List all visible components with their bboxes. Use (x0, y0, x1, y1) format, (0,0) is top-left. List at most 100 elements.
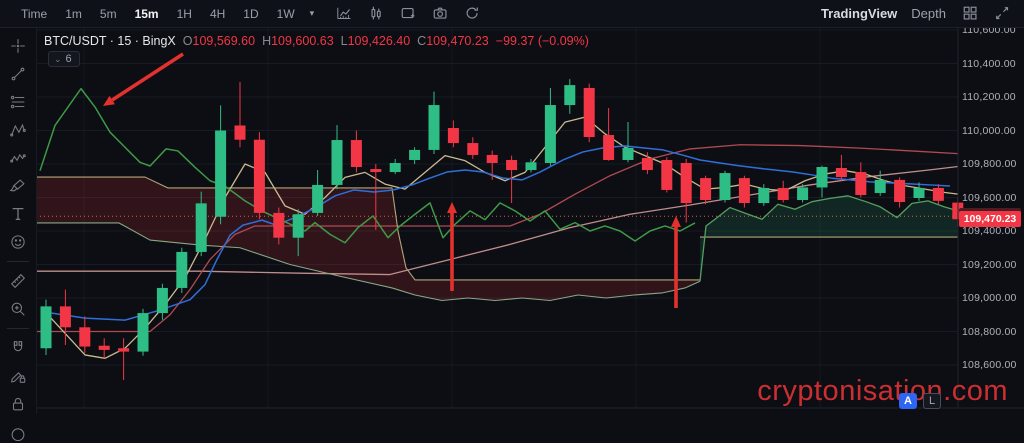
candle-body (59, 306, 71, 328)
candle-body (932, 187, 944, 201)
candle-body (855, 172, 867, 195)
candle-body (719, 173, 731, 201)
tool-hide-icon[interactable] (7, 421, 29, 443)
ohlc-values: O109,569.60 H109,600.63 L109,426.40 C109,47… (176, 34, 489, 48)
toolbar-right-icons (962, 5, 1012, 23)
candle-settings-icon[interactable] (368, 5, 386, 23)
candle-body (894, 179, 906, 203)
indicators-count: 6 (65, 53, 72, 65)
indicator-line-senkou-b1 (36, 176, 700, 281)
candle-body (118, 348, 130, 352)
tool-lock-icon[interactable] (7, 393, 29, 415)
interval-button-1H[interactable]: 1H (176, 6, 192, 21)
interval-button-1D[interactable]: 1D (243, 6, 259, 21)
candle-body (506, 159, 518, 171)
add-panel-icon[interactable] (400, 5, 418, 23)
tool-fib-retracement-icon[interactable] (7, 91, 29, 113)
candle-body (292, 214, 304, 238)
candle-body (312, 184, 324, 213)
log-scale-button[interactable]: L (923, 393, 941, 409)
chart-pane[interactable] (0, 0, 1024, 414)
axis-label: 110,200.00 (962, 91, 1016, 103)
watermark: cryptonisation.com (757, 375, 1008, 407)
drawing-toolbar (0, 28, 37, 441)
time-label[interactable]: Time (21, 6, 48, 21)
tool-ruler-icon[interactable] (7, 270, 29, 292)
tool-zoom-in-icon[interactable] (7, 298, 29, 320)
depth-button[interactable]: Depth (911, 6, 946, 21)
tool-text-icon[interactable] (7, 203, 29, 225)
candle-body (234, 125, 246, 140)
toolbar-right-group: TradingView Depth (821, 5, 1016, 23)
last-price-badge: 109,470.23 (959, 211, 1021, 228)
axis-label: 109,200.00 (962, 258, 1017, 271)
tool-elliott-wave-icon[interactable] (7, 147, 29, 169)
fullscreen-icon[interactable] (994, 5, 1012, 23)
candle-body (370, 169, 382, 173)
interval-button-1W[interactable]: 1W (276, 6, 295, 21)
indicator-line-tenkan (45, 145, 951, 321)
candle-body (98, 345, 110, 350)
ohlc-value: 109,600.63 (271, 34, 334, 48)
interval-button-1m[interactable]: 1m (65, 6, 82, 21)
candle-body (273, 212, 285, 238)
tool-crosshair-icon[interactable] (7, 35, 29, 57)
candle-body (467, 143, 479, 155)
scale-buttons: A L (899, 393, 941, 409)
candle-body (641, 157, 653, 171)
ohlc-value: 109,470.23 (426, 34, 489, 48)
tool-pattern-xabcd-icon[interactable] (7, 119, 29, 141)
indicators-collapse-button[interactable]: ⌄ 6 (48, 51, 80, 67)
tool-emoji-icon[interactable] (7, 231, 29, 253)
axis-label: 109,800.00 (962, 158, 1017, 170)
interval-button-4H[interactable]: 4H (209, 6, 226, 21)
candle-body (525, 162, 537, 171)
candle-body (156, 287, 168, 314)
interval-button-15m[interactable]: 15m (134, 6, 159, 21)
candle-body (874, 179, 886, 193)
candle-body (409, 149, 421, 160)
tool-brush-icon[interactable] (7, 175, 29, 197)
ohlc-value: 109,569.60 (192, 34, 256, 48)
candle-body (661, 159, 673, 190)
candle-body (603, 135, 615, 160)
interval-button-5m[interactable]: 5m (99, 6, 117, 21)
indicator-line-chikou (39, 87, 696, 244)
axis-label: 108,600.00 (962, 359, 1017, 371)
candle-body (79, 327, 91, 347)
refresh-icon[interactable] (464, 5, 482, 23)
tradingview-brand-link[interactable]: TradingView (820, 6, 898, 21)
tool-magnet-icon[interactable] (7, 337, 29, 359)
candle-body (215, 130, 227, 217)
candle-body (331, 140, 343, 185)
symbol-title[interactable]: BTC/USDT · 15 · BingX (44, 34, 176, 48)
change-value: −99.37 (−0.09%) (495, 34, 589, 48)
interval-group: 1m 5m 15m 1H 4H 1D 1W (56, 0, 303, 28)
camera-icon[interactable] (432, 5, 450, 23)
candle-body (777, 187, 789, 201)
tool-trendline-icon[interactable] (7, 63, 29, 85)
candle-body (389, 162, 401, 173)
chart-style-icon[interactable] (336, 5, 354, 23)
candle-body (447, 127, 459, 144)
annotation-arrowhead (447, 202, 457, 213)
candle-body (816, 167, 828, 188)
axis-label: 110,400.00 (962, 57, 1016, 70)
symbol-legend: BTC/USDT · 15 · BingX O109,569.60 H109,600… (44, 34, 589, 48)
ohlc-key: L (340, 34, 348, 48)
candle-body (428, 105, 440, 150)
ohlc-key: C (417, 34, 427, 48)
indicator-line-fast-ma (45, 116, 959, 359)
ichimoku-cloud (700, 195, 958, 282)
ohlc-key: H (262, 34, 272, 48)
layout-grid-icon[interactable] (962, 5, 980, 23)
auto-scale-button[interactable]: A (899, 393, 917, 409)
toolbar-divider (7, 328, 29, 329)
toolbar-icon-group (336, 5, 482, 23)
candle-body (835, 168, 847, 178)
candle-body (738, 178, 750, 204)
interval-menu-caret[interactable]: ▾ (309, 8, 315, 18)
tool-drawing-lock-icon[interactable] (7, 365, 29, 387)
ohlc-key: O (182, 34, 193, 48)
axis-label: 110,000.00 (962, 124, 1016, 137)
